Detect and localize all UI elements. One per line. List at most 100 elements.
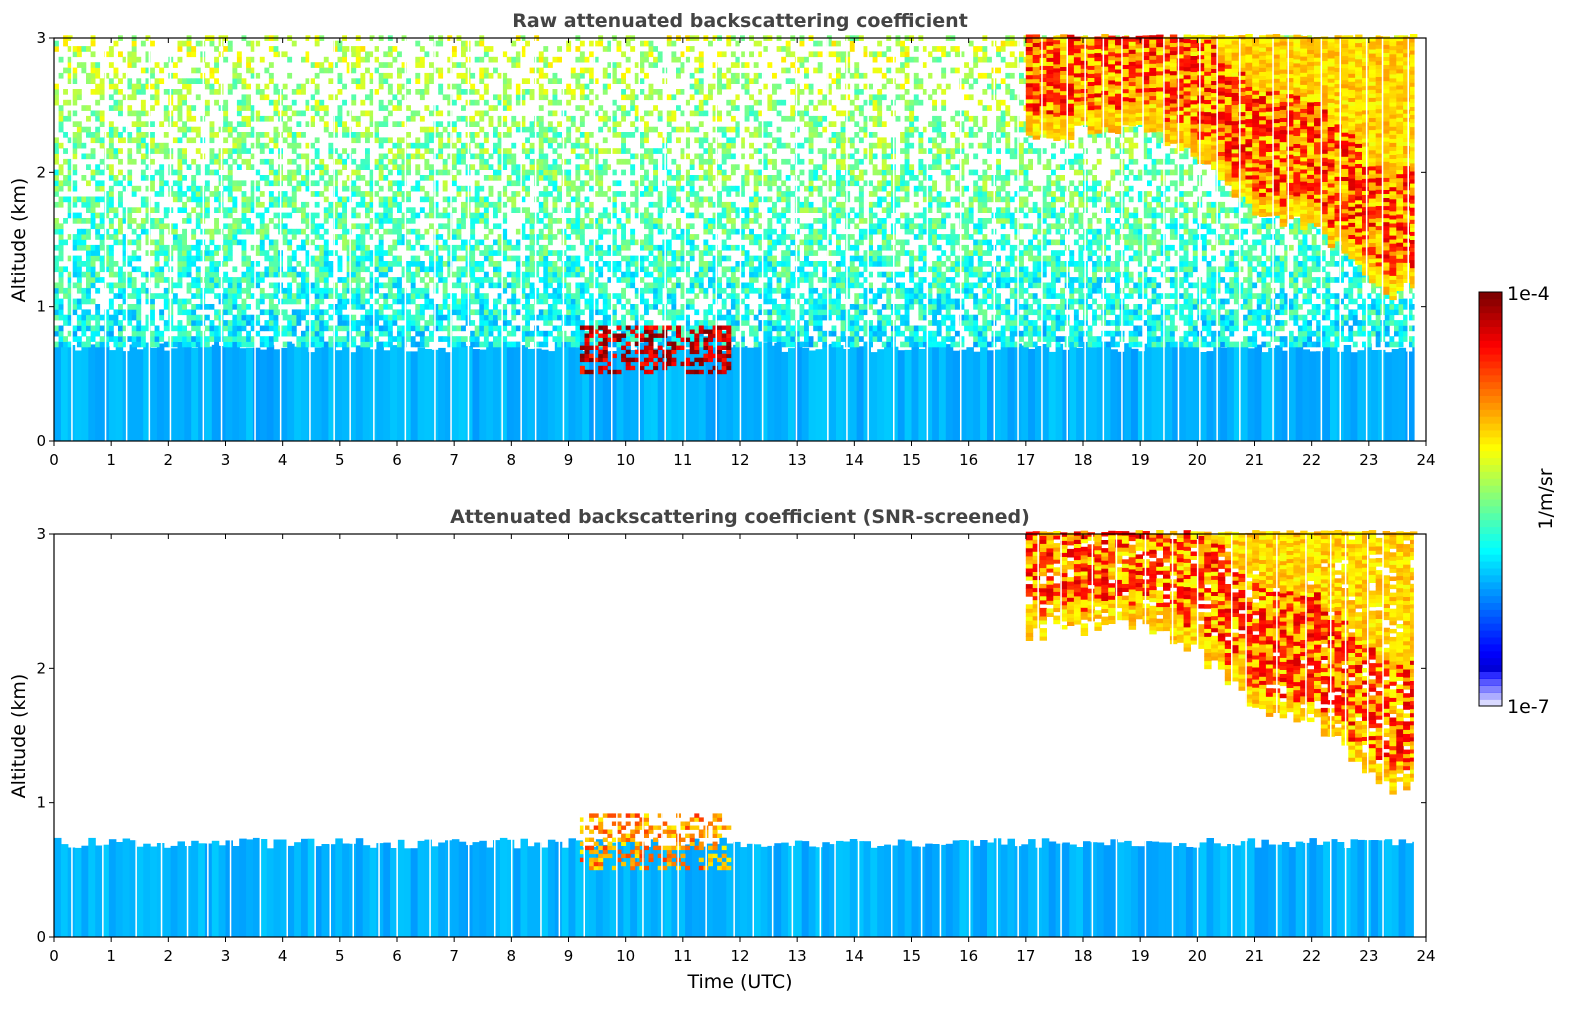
noise-cell	[552, 207, 558, 213]
noise-cell	[602, 250, 608, 256]
noise-cell	[589, 51, 594, 58]
noise-cell	[310, 228, 315, 235]
noise-cell	[552, 185, 558, 192]
noise-cell	[374, 212, 379, 219]
noise-cell	[337, 78, 343, 84]
noise-cell	[593, 78, 599, 84]
noise-cell	[717, 89, 722, 95]
noise-cell	[717, 191, 722, 197]
noise-cell	[319, 309, 325, 316]
noise-cell	[360, 175, 366, 181]
noise-cell	[314, 325, 320, 332]
noise-cell	[76, 46, 82, 52]
noise-cell	[154, 207, 160, 213]
noise-cell	[360, 250, 366, 256]
noise-cell	[131, 314, 137, 321]
noise-cell	[698, 277, 704, 283]
noise-cell	[749, 277, 754, 283]
noise-cell	[758, 287, 764, 294]
noise-cell	[579, 234, 585, 240]
noise-cell	[191, 309, 197, 316]
noise-cell	[671, 158, 677, 165]
noise-cell	[346, 341, 352, 348]
noise-cell	[337, 277, 343, 283]
noise-cell	[127, 105, 133, 111]
noise-cell	[58, 282, 64, 289]
noise-cell	[374, 287, 379, 294]
noise-cell	[634, 115, 640, 122]
noise-cell	[401, 271, 407, 278]
noise-cell	[515, 175, 521, 181]
noise-cell	[159, 250, 165, 256]
noise-cell	[186, 261, 192, 267]
noise-cell	[392, 46, 398, 52]
noise-cell	[259, 341, 265, 348]
noise-cell	[708, 196, 713, 203]
noise-cell	[753, 115, 759, 122]
noise-cell	[575, 212, 581, 219]
noise-cell	[291, 277, 297, 283]
noise-cell	[209, 239, 215, 246]
boundary-layer-cell	[1220, 347, 1228, 441]
noise-cell	[204, 62, 210, 68]
noise-cell	[717, 78, 722, 84]
noise-cell	[95, 126, 101, 133]
noise-cell	[479, 309, 485, 316]
noise-cell	[730, 304, 736, 310]
noise-cell	[639, 51, 645, 58]
noise-cell	[538, 298, 544, 305]
boundary-layer-cell	[328, 347, 336, 441]
noise-cell	[753, 191, 759, 197]
noise-cell	[282, 126, 288, 133]
noise-cell	[81, 228, 87, 235]
noise-cell	[232, 228, 238, 235]
noise-cell	[310, 304, 315, 310]
noise-cell	[209, 304, 215, 310]
noise-cell	[730, 169, 736, 176]
noise-cell	[474, 330, 480, 337]
noise-cell	[611, 72, 617, 79]
noise-cell	[538, 250, 544, 256]
noise-cell	[735, 62, 741, 68]
noise-cell	[250, 132, 256, 138]
noise-cell	[369, 78, 375, 84]
noise-cell	[95, 320, 101, 326]
noise-cell	[67, 277, 73, 283]
noise-cell	[378, 212, 384, 219]
noise-cell	[195, 148, 201, 154]
noise-cell	[81, 341, 87, 348]
noise-cell	[520, 330, 526, 337]
noise-cell	[589, 298, 594, 305]
noise-cell	[58, 180, 64, 187]
noise-cell	[424, 126, 430, 133]
noise-cell	[291, 158, 297, 165]
noise-cell	[150, 137, 155, 144]
boundary-layer-cell	[753, 346, 762, 441]
noise-cell	[429, 72, 434, 79]
noise-cell	[602, 191, 608, 197]
noise-cell	[602, 115, 608, 122]
noise-cell	[415, 228, 421, 235]
noise-cell	[397, 153, 402, 160]
noise-cell	[342, 99, 347, 106]
noise-cell	[397, 137, 402, 144]
noise-cell	[387, 341, 393, 348]
noise-cell	[735, 207, 741, 213]
noise-cell	[529, 266, 535, 273]
noise-cell	[726, 40, 732, 47]
noise-cell	[483, 320, 489, 326]
noise-cell	[712, 175, 718, 181]
noise-cell	[214, 62, 219, 68]
noise-cell	[547, 180, 553, 187]
noise-cell	[255, 271, 261, 278]
noise-cell	[342, 56, 347, 63]
noise-cell	[314, 72, 320, 79]
noise-cell	[451, 207, 457, 213]
noise-cell	[593, 158, 599, 165]
noise-cell	[145, 201, 151, 208]
noise-cell	[241, 255, 247, 262]
noise-cell	[287, 266, 293, 273]
noise-cell	[644, 244, 649, 251]
noise-cell	[557, 314, 562, 321]
noise-cell	[703, 266, 709, 273]
